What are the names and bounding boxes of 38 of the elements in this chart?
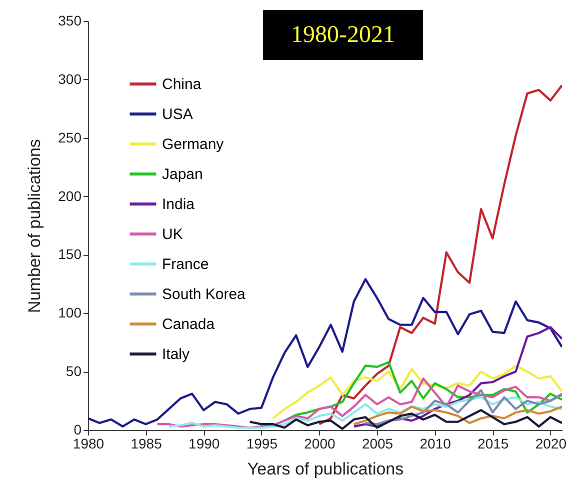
x-tick-label: 2020 — [535, 436, 567, 452]
y-axis-title: Number of publications — [25, 139, 44, 313]
line-series — [364, 389, 562, 426]
line-series — [88, 278, 562, 428]
x-tick-label: 2005 — [362, 436, 394, 452]
y-tick-label: 150 — [58, 246, 82, 262]
y-tick-label: 250 — [58, 129, 82, 146]
legend-label: UK — [162, 226, 183, 243]
x-axis-title: Years of publications — [247, 460, 404, 478]
legend-label: India — [162, 196, 196, 213]
legend-label: Canada — [162, 316, 216, 333]
legend-label: China — [162, 76, 202, 93]
y-tick-label: 100 — [58, 304, 82, 321]
x-tick-label: 1985 — [130, 436, 162, 452]
x-tick-label: 2010 — [420, 436, 452, 452]
legend-label: South Korea — [162, 286, 246, 303]
line-series — [352, 406, 562, 426]
chart-title: 1980-2021 — [263, 10, 423, 60]
x-tick-label: 1995 — [246, 436, 278, 452]
y-tick-label: 200 — [58, 188, 82, 204]
legend-label: USA — [162, 106, 193, 123]
x-tick-label: 1990 — [188, 436, 220, 452]
y-tick-label: 350 — [58, 12, 82, 28]
line-series — [352, 326, 562, 428]
line-series — [168, 396, 562, 429]
x-tick-label: 2000 — [304, 436, 336, 452]
legend-label: Germany — [162, 136, 224, 153]
legend-label: France — [162, 256, 209, 273]
line-series — [156, 377, 562, 429]
legend-label: Japan — [162, 166, 203, 183]
y-tick-label: 0 — [74, 422, 82, 438]
line-series — [248, 409, 562, 430]
x-tick-label: 1980 — [72, 436, 104, 452]
legend-label: Italy — [162, 346, 190, 363]
y-tick-label: 50 — [66, 363, 82, 380]
line-series — [318, 84, 562, 426]
y-tick-label: 300 — [58, 70, 82, 87]
x-tick-label: 2015 — [478, 436, 509, 452]
